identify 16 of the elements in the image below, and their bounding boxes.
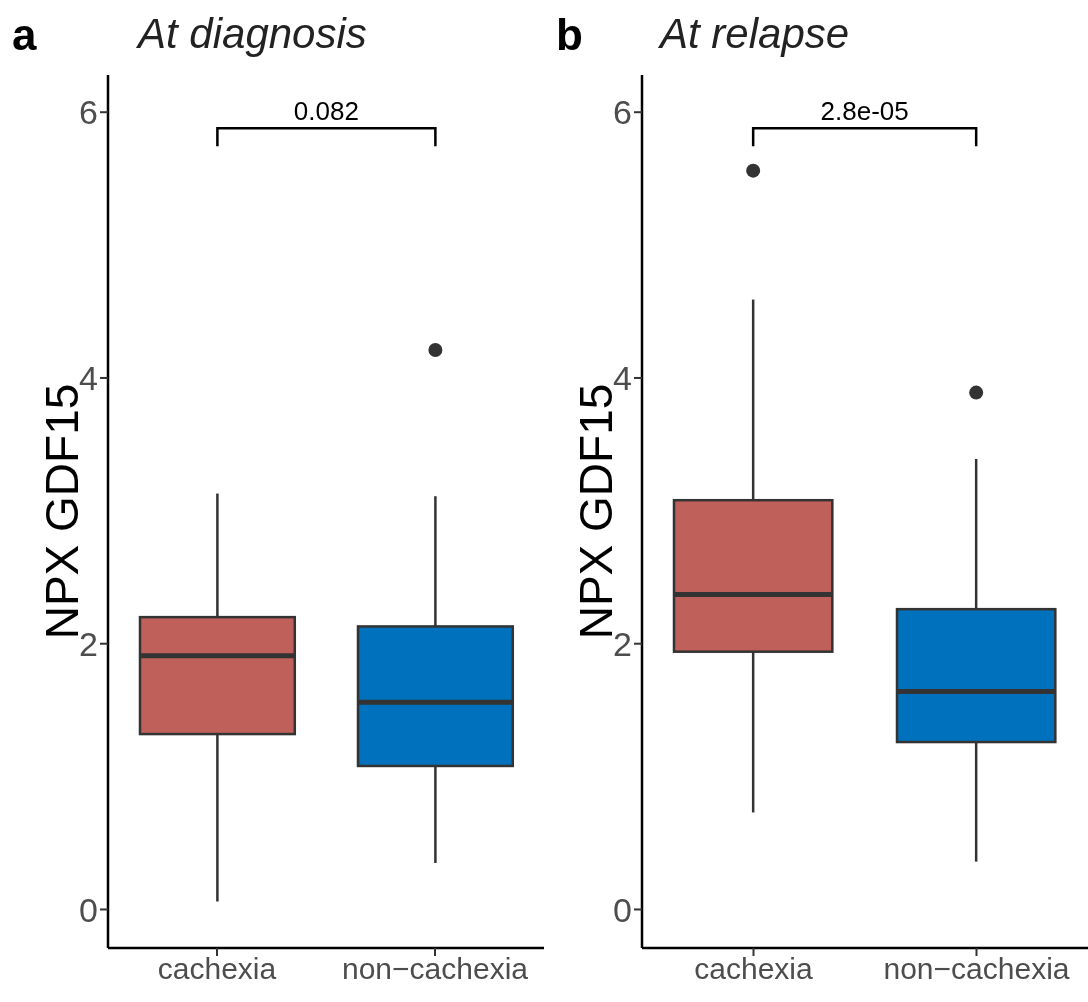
y-tick-label: 0 (613, 890, 632, 929)
x-tick-label: cachexia (694, 952, 814, 986)
y-tick-label: 4 (79, 359, 98, 398)
y-tick-label: 0 (79, 890, 98, 929)
x-tick-label: non−cachexia (883, 952, 1070, 986)
annotation: 2.8e-05 (820, 96, 909, 127)
chart-title: At relapse (660, 10, 850, 58)
text: a (12, 10, 37, 60)
annotation: 0.082 (293, 96, 359, 127)
x-tick-label: non−cachexia (342, 952, 529, 986)
y-tick-label: 6 (79, 93, 98, 132)
y-tick-label: 6 (613, 93, 632, 132)
text: b (556, 10, 583, 60)
y-tick-label: 4 (613, 359, 632, 398)
chart-title: At diagnosis (138, 10, 367, 58)
x-tick-label: cachexia (157, 952, 277, 986)
